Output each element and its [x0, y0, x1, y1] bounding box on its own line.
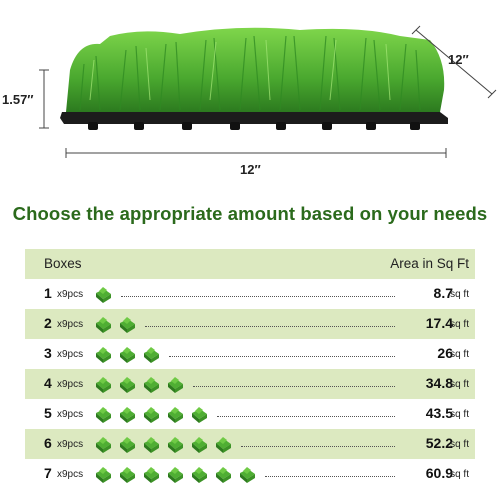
grass-tile-icon: [117, 344, 137, 364]
table-body: 1 x9pcs 8.7 sq ft 2 x9pcs 17.4 sq ft 3 x9pcs 26 sq …: [25, 279, 475, 489]
grass-tile-icon: [93, 464, 113, 484]
table-header-row: Boxes Area in Sq Ft: [25, 249, 475, 279]
pieces-label: x9pcs: [57, 289, 84, 300]
area-unit: sq ft: [450, 439, 469, 450]
table-row: 1 x9pcs 8.7 sq ft: [25, 279, 475, 309]
grass-tile-icon: [189, 404, 209, 424]
grass-tile-icon: [141, 374, 161, 394]
area-value: 43.5: [425, 405, 453, 421]
width-dimension-label: 12″: [240, 162, 261, 177]
boxes-column-header: Boxes: [44, 256, 82, 271]
grass-tile-icon: [213, 464, 233, 484]
pieces-label: x9pcs: [57, 409, 84, 420]
area-value: 52.2: [425, 435, 453, 451]
boxes-count: 6: [44, 435, 52, 451]
grass-tile-icon: [189, 434, 209, 454]
grass-tile-icon: [141, 404, 161, 424]
grass-tile-icon: [141, 434, 161, 454]
grass-tile-icon: [237, 464, 257, 484]
grass-tile-image: [39, 25, 497, 158]
grass-tile-icon: [141, 464, 161, 484]
dotted-leader: [169, 356, 395, 357]
area-value: 17.4: [425, 315, 453, 331]
grass-tile-icon: [189, 464, 209, 484]
area-value: 8.7: [433, 285, 453, 301]
table-row: 3 x9pcs 26 sq ft: [25, 339, 475, 369]
pieces-label: x9pcs: [57, 439, 84, 450]
grass-tile-icon: [117, 404, 137, 424]
table-row: 2 x9pcs 17.4 sq ft: [25, 309, 475, 339]
grass-tile-icon: [93, 404, 113, 424]
area-unit: sq ft: [450, 289, 469, 300]
boxes-count: 3: [44, 345, 52, 361]
area-unit: sq ft: [450, 379, 469, 390]
grass-tile-icon: [117, 434, 137, 454]
table-row: 5 x9pcs 43.5 sq ft: [25, 399, 475, 429]
area-column-header: Area in Sq Ft: [390, 256, 469, 271]
boxes-count: 2: [44, 315, 52, 331]
dotted-leader: [265, 476, 395, 477]
grass-tile-icon: [117, 314, 137, 334]
dotted-leader: [193, 386, 395, 387]
area-unit: sq ft: [450, 349, 469, 360]
area-value: 26: [437, 345, 453, 361]
dotted-leader: [217, 416, 395, 417]
grass-tile-icon: [165, 464, 185, 484]
area-unit: sq ft: [450, 319, 469, 330]
area-unit: sq ft: [450, 409, 469, 420]
grass-tile-icon: [93, 284, 113, 304]
dotted-leader: [121, 296, 395, 297]
grass-tile-icon: [213, 434, 233, 454]
pieces-label: x9pcs: [57, 319, 84, 330]
dotted-leader: [241, 446, 395, 447]
page-heading: Choose the appropriate amount based on y…: [12, 203, 488, 224]
pieces-label: x9pcs: [57, 469, 84, 480]
grass-tile-icon: [165, 374, 185, 394]
grass-tile-icon: [165, 404, 185, 424]
table-row: 6 x9pcs 52.2 sq ft: [25, 429, 475, 459]
area-unit: sq ft: [450, 469, 469, 480]
area-value: 60.9: [425, 465, 453, 481]
area-value: 34.8: [425, 375, 453, 391]
grass-tile-icon: [165, 434, 185, 454]
boxes-count: 7: [44, 465, 52, 481]
boxes-count: 4: [44, 375, 52, 391]
table-row: 4 x9pcs 34.8 sq ft: [25, 369, 475, 399]
grass-tile-icon: [93, 344, 113, 364]
grass-tile-icon: [93, 434, 113, 454]
grass-tile-icon: [117, 374, 137, 394]
depth-dimension-label: 12″: [448, 52, 469, 67]
pieces-label: x9pcs: [57, 379, 84, 390]
height-dimension-label: 1.57″: [2, 92, 34, 107]
boxes-count: 5: [44, 405, 52, 421]
dotted-leader: [145, 326, 395, 327]
grass-tile-icon: [93, 314, 113, 334]
boxes-count: 1: [44, 285, 52, 301]
product-illustration: 1.57″ 12″ 12″: [0, 0, 500, 177]
grass-tile-icon: [117, 464, 137, 484]
table-row: 7 x9pcs 60.9 sq ft: [25, 459, 475, 489]
grass-tile-icon: [141, 344, 161, 364]
coverage-table: Boxes Area in Sq Ft 1 x9pcs 8.7 sq ft 2 x9pcs…: [25, 249, 475, 489]
pieces-label: x9pcs: [57, 349, 84, 360]
grass-tile-icon: [93, 374, 113, 394]
